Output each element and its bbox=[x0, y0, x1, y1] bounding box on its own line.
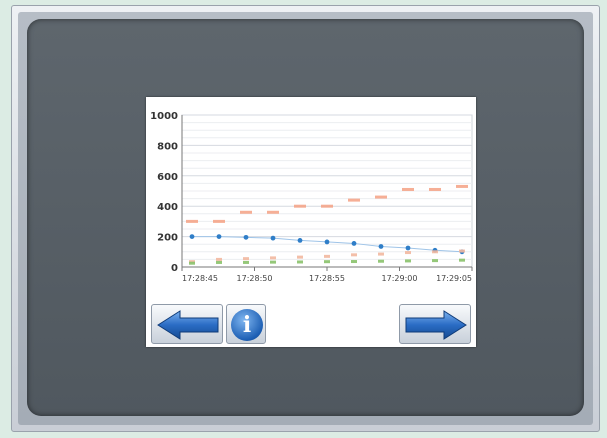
data-point bbox=[375, 195, 387, 199]
data-point bbox=[324, 254, 330, 258]
y-tick-label: 0 bbox=[171, 263, 178, 274]
x-tick-labels: 17:28:45 17:28:50 17:28:55 17:29:00 17:29:05 bbox=[182, 274, 472, 283]
data-point bbox=[432, 250, 438, 254]
x-tick-label: 17:29:05 bbox=[436, 274, 472, 283]
data-point bbox=[270, 235, 276, 241]
data-point bbox=[378, 259, 384, 263]
next-page-button[interactable] bbox=[399, 304, 471, 344]
x-tick-label: 17:28:45 bbox=[182, 274, 218, 283]
data-point bbox=[324, 239, 330, 245]
data-point bbox=[402, 187, 414, 191]
data-point bbox=[297, 260, 303, 264]
data-point bbox=[378, 252, 384, 256]
data-point bbox=[351, 260, 357, 264]
device-bezel bbox=[11, 5, 600, 432]
data-point bbox=[405, 245, 411, 251]
data-point bbox=[270, 256, 276, 260]
right-arrow-icon bbox=[405, 310, 467, 340]
data-point bbox=[378, 244, 384, 249]
info-icon: i bbox=[231, 309, 263, 341]
data-point bbox=[216, 257, 222, 261]
data-point bbox=[186, 219, 198, 223]
data-point bbox=[213, 219, 225, 223]
data-point bbox=[297, 255, 303, 259]
grid-lines bbox=[182, 114, 472, 268]
data-point bbox=[405, 251, 411, 255]
data-point bbox=[240, 210, 252, 214]
previous-page-button[interactable] bbox=[151, 304, 223, 344]
y-tick-label: 1000 bbox=[150, 111, 178, 122]
y-tick-label: 200 bbox=[157, 233, 178, 244]
data-point bbox=[405, 259, 411, 263]
data-point bbox=[243, 260, 249, 264]
data-point bbox=[321, 204, 333, 208]
data-point bbox=[351, 253, 357, 257]
data-point bbox=[459, 249, 465, 253]
y-tick-labels: 0 200 400 600 800 1000 bbox=[150, 111, 178, 274]
data-point bbox=[459, 258, 465, 262]
data-point bbox=[189, 261, 195, 265]
data-point bbox=[297, 238, 303, 243]
data-point bbox=[351, 241, 357, 246]
data-point bbox=[189, 260, 195, 264]
x-tick-label: 17:28:55 bbox=[309, 274, 345, 283]
data-point bbox=[294, 204, 306, 208]
data-point bbox=[243, 234, 249, 240]
data-point bbox=[348, 198, 360, 202]
x-tick-label: 17:28:50 bbox=[237, 274, 273, 283]
y-tick-label: 800 bbox=[157, 141, 178, 152]
left-arrow-icon bbox=[157, 310, 219, 340]
data-point bbox=[270, 260, 276, 264]
data-point bbox=[216, 260, 222, 264]
y-tick-label: 400 bbox=[157, 202, 178, 213]
data-point bbox=[432, 259, 438, 263]
data-point bbox=[243, 257, 249, 261]
data-points bbox=[186, 184, 468, 265]
data-point bbox=[267, 210, 279, 214]
x-tick-label: 17:29:00 bbox=[382, 274, 418, 283]
axes bbox=[181, 115, 473, 271]
data-point bbox=[216, 234, 222, 240]
data-point bbox=[456, 184, 468, 188]
data-point bbox=[189, 234, 195, 240]
info-button[interactable]: i bbox=[226, 304, 266, 344]
data-point bbox=[324, 260, 330, 264]
touch-screen: 0 200 400 600 800 1000 17:28:45 17:28:50 17:28:… bbox=[146, 97, 476, 347]
data-point bbox=[429, 187, 441, 191]
y-tick-label: 600 bbox=[157, 172, 178, 183]
